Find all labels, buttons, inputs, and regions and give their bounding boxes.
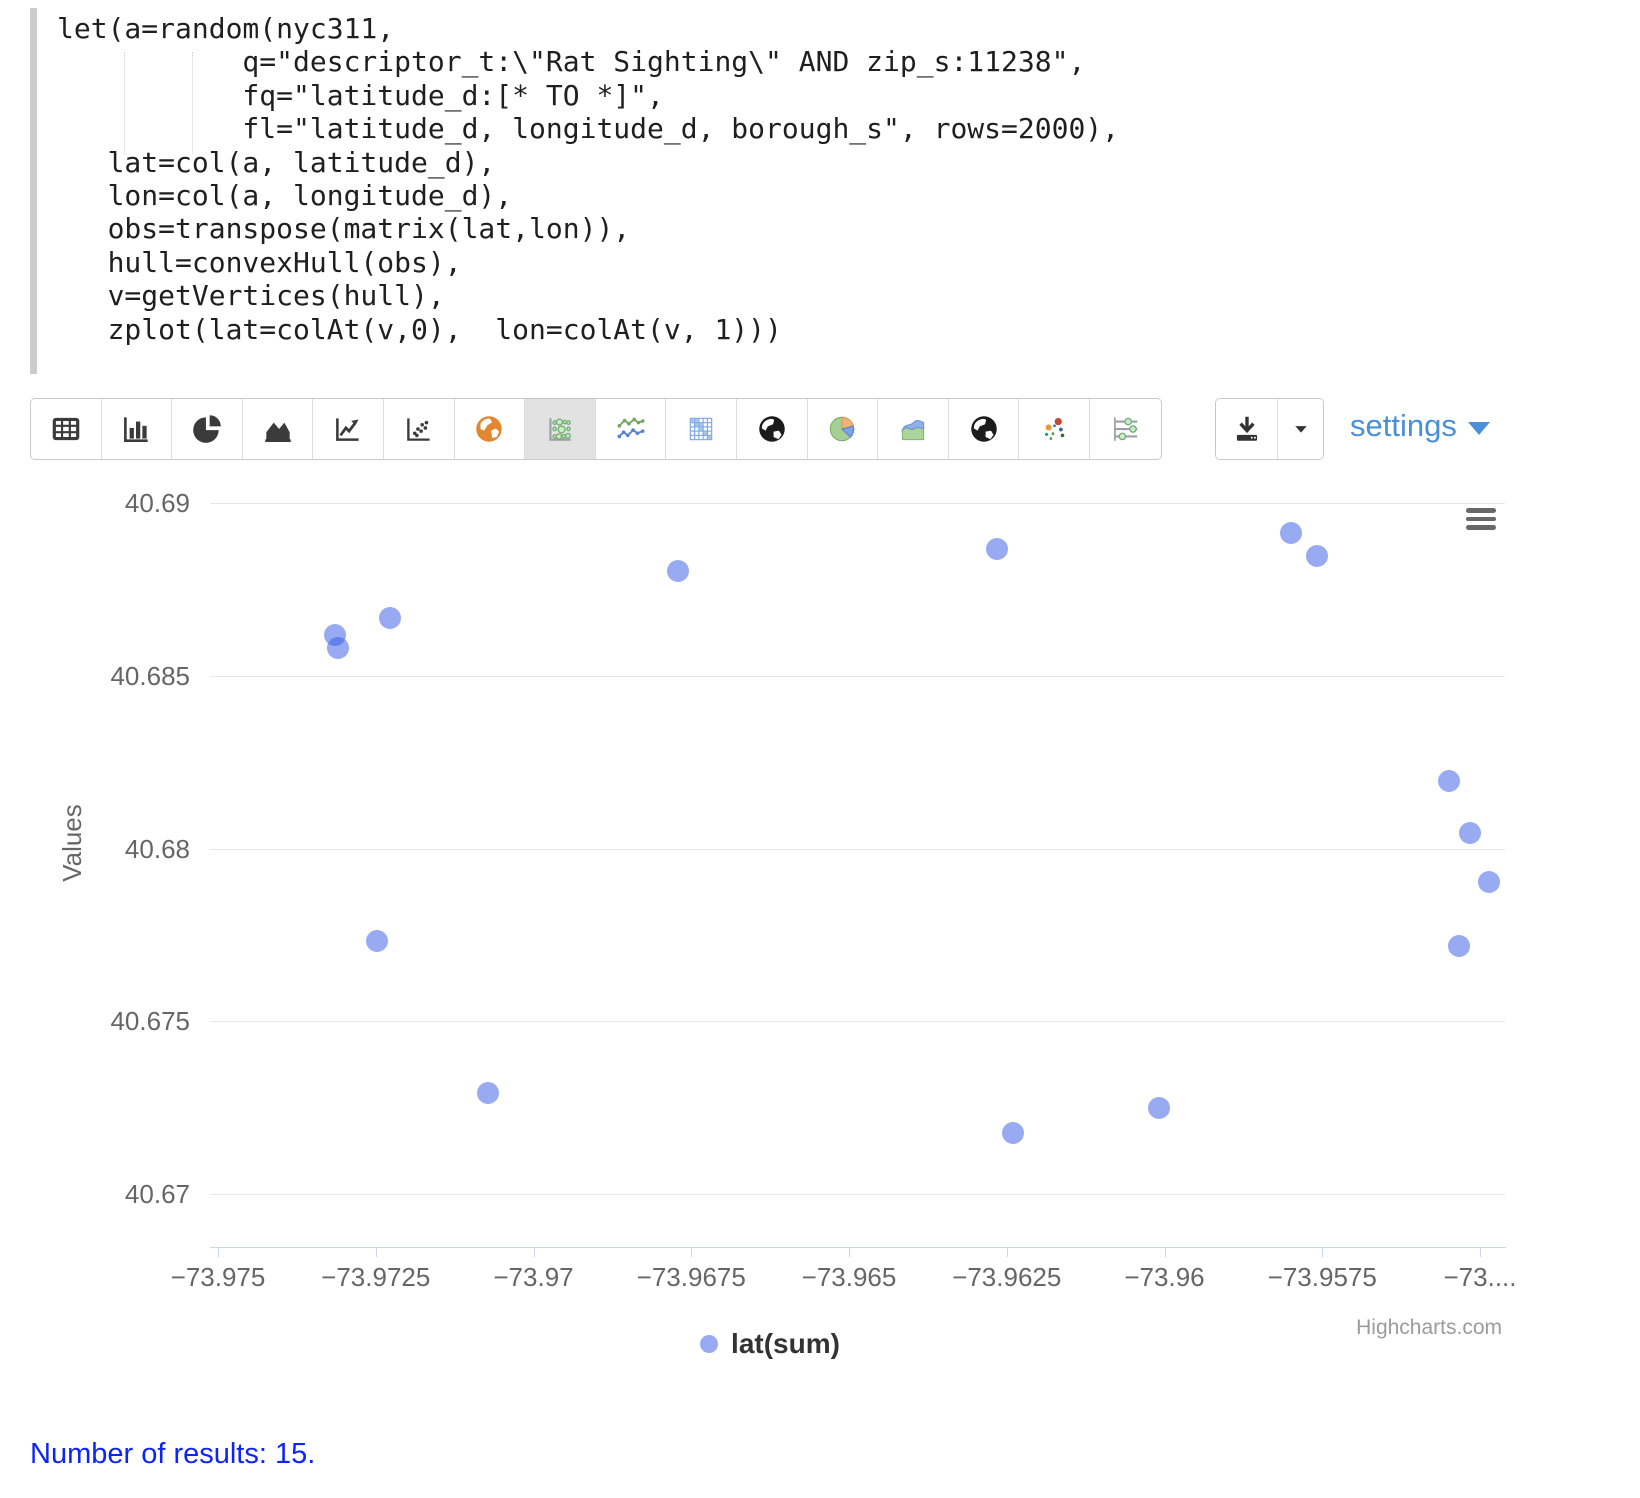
x-axis-tick xyxy=(1322,1248,1324,1257)
data-point[interactable] xyxy=(1279,522,1302,545)
x-axis-tick xyxy=(375,1248,377,1257)
y-axis-tick-label: 40.69 xyxy=(124,488,190,518)
results-count: Number of results: 15. xyxy=(30,1438,316,1470)
multi-line-chart-icon xyxy=(617,417,645,439)
data-point[interactable] xyxy=(477,1082,500,1105)
scatter-plot-icon xyxy=(406,418,430,441)
plot-area: 40.69 40.685 40.68 40.675 40.67 −73.975 −73.97… xyxy=(30,470,1516,1385)
y-gridline xyxy=(210,675,1505,677)
y-axis-tick-label: 40.67 xyxy=(124,1179,190,1209)
data-point[interactable] xyxy=(986,537,1009,560)
area-chart-button[interactable] xyxy=(242,399,314,459)
bubble-chart-icon xyxy=(549,418,571,441)
area-colored-button[interactable] xyxy=(878,399,949,459)
code-text: let(a=random(nyc311, q="descriptor_t:\"R… xyxy=(57,12,1120,346)
heatmap-button[interactable] xyxy=(666,399,737,459)
legend-item[interactable]: lat(sum) xyxy=(30,1328,1510,1360)
pie-chart-button[interactable] xyxy=(172,399,243,459)
area-chart-icon xyxy=(264,422,291,443)
y-gridline xyxy=(210,1194,1505,1195)
scatter-chart: 40.69 40.685 40.68 40.675 40.67 −73.975 −73.97… xyxy=(30,470,1517,1385)
x-axis-tick xyxy=(1480,1248,1481,1257)
data-point[interactable] xyxy=(1458,821,1481,844)
x-axis-tick-label: −73.9675 xyxy=(636,1262,746,1292)
line-chart-icon xyxy=(336,418,359,441)
y-axis-tick-label: 40.675 xyxy=(110,1006,190,1037)
code-editor[interactable]: let(a=random(nyc311, q="descriptor_t:\"R… xyxy=(30,8,1610,374)
sliders-button[interactable] xyxy=(1089,399,1161,459)
legend-label: lat(sum) xyxy=(731,1328,840,1359)
pie-colored-button[interactable] xyxy=(807,399,879,459)
chart-context-menu-button[interactable] xyxy=(1466,508,1496,534)
map-view-button[interactable] xyxy=(454,399,526,459)
y-axis-title: Values xyxy=(57,804,87,882)
x-axis-tick xyxy=(849,1248,850,1257)
x-axis-tick xyxy=(533,1248,535,1257)
globe-map-button[interactable] xyxy=(736,399,808,459)
highcharts-credit-link[interactable]: Highcharts.com xyxy=(1356,1316,1502,1339)
dot-cloud-button[interactable] xyxy=(1019,399,1090,459)
data-point[interactable] xyxy=(1438,770,1461,793)
data-point[interactable] xyxy=(366,930,388,953)
y-gridline xyxy=(210,1021,1505,1023)
pie-colored-icon xyxy=(830,416,855,442)
map-orange-icon xyxy=(476,416,503,442)
y-axis-tick-label: 40.68 xyxy=(124,833,190,864)
bar-chart-icon xyxy=(124,417,149,443)
area-colored-icon xyxy=(901,420,925,441)
settings-dropdown[interactable]: settings xyxy=(1350,408,1490,444)
x-axis-tick-label: −73.96 xyxy=(1124,1262,1205,1292)
download-split-button xyxy=(1215,398,1324,460)
bar-chart-button[interactable] xyxy=(101,399,173,459)
x-axis-tick-label: −73.9725 xyxy=(321,1262,431,1292)
y-gridline xyxy=(210,503,1505,504)
x-axis-tick-label: −73.9625 xyxy=(952,1262,1062,1292)
globe-icon xyxy=(758,416,785,442)
data-point[interactable] xyxy=(1147,1096,1170,1119)
pie-chart-icon xyxy=(193,415,221,443)
data-point[interactable] xyxy=(1477,871,1500,893)
scatter-plot-button[interactable] xyxy=(383,399,455,459)
dot-cloud-icon xyxy=(1045,417,1065,440)
x-axis-tick xyxy=(218,1248,219,1257)
y-axis-tick-label: 40.685 xyxy=(110,660,190,691)
chart-toolbar: settings xyxy=(30,398,1610,460)
globe-map-button-2[interactable] xyxy=(948,399,1020,459)
x-axis-tick xyxy=(1164,1248,1166,1257)
x-axis-tick-label: −73.9575 xyxy=(1267,1262,1377,1292)
x-axis-tick-label: −73.... xyxy=(1443,1262,1517,1292)
chart-type-toolbar xyxy=(30,398,1162,460)
x-axis-tick-label: −73.97 xyxy=(493,1262,574,1292)
table-icon xyxy=(52,417,80,441)
multi-line-chart-button[interactable] xyxy=(595,399,667,459)
settings-label: settings xyxy=(1350,408,1457,443)
x-axis-tick-label: −73.975 xyxy=(170,1262,266,1292)
settings-caret-icon xyxy=(1467,422,1490,435)
sliders-icon xyxy=(1114,417,1138,441)
data-point[interactable] xyxy=(379,607,402,630)
heatmap-icon xyxy=(689,417,713,441)
download-options-button[interactable] xyxy=(1278,399,1323,459)
data-point[interactable] xyxy=(326,637,349,660)
download-button[interactable] xyxy=(1216,399,1278,459)
caret-down-icon xyxy=(1294,426,1307,433)
data-point[interactable] xyxy=(1448,934,1471,957)
x-axis-tick-label: −73.965 xyxy=(801,1262,897,1292)
data-point[interactable] xyxy=(1002,1121,1025,1144)
data-point[interactable] xyxy=(1306,544,1329,567)
x-axis-tick xyxy=(691,1248,693,1257)
indent-guide xyxy=(124,52,125,154)
legend-marker-icon xyxy=(700,1335,719,1353)
globe2-icon xyxy=(970,416,997,442)
x-axis-tick xyxy=(1006,1248,1008,1257)
x-axis-line xyxy=(210,1247,1506,1248)
table-view-button[interactable] xyxy=(31,399,102,459)
line-chart-button[interactable] xyxy=(313,399,384,459)
y-gridline xyxy=(210,848,1505,850)
editor-gutter-bar xyxy=(30,8,37,374)
data-point[interactable] xyxy=(666,560,689,583)
download-icon xyxy=(1236,416,1257,441)
bubble-chart-button[interactable] xyxy=(525,399,596,459)
indent-guide xyxy=(192,52,193,154)
